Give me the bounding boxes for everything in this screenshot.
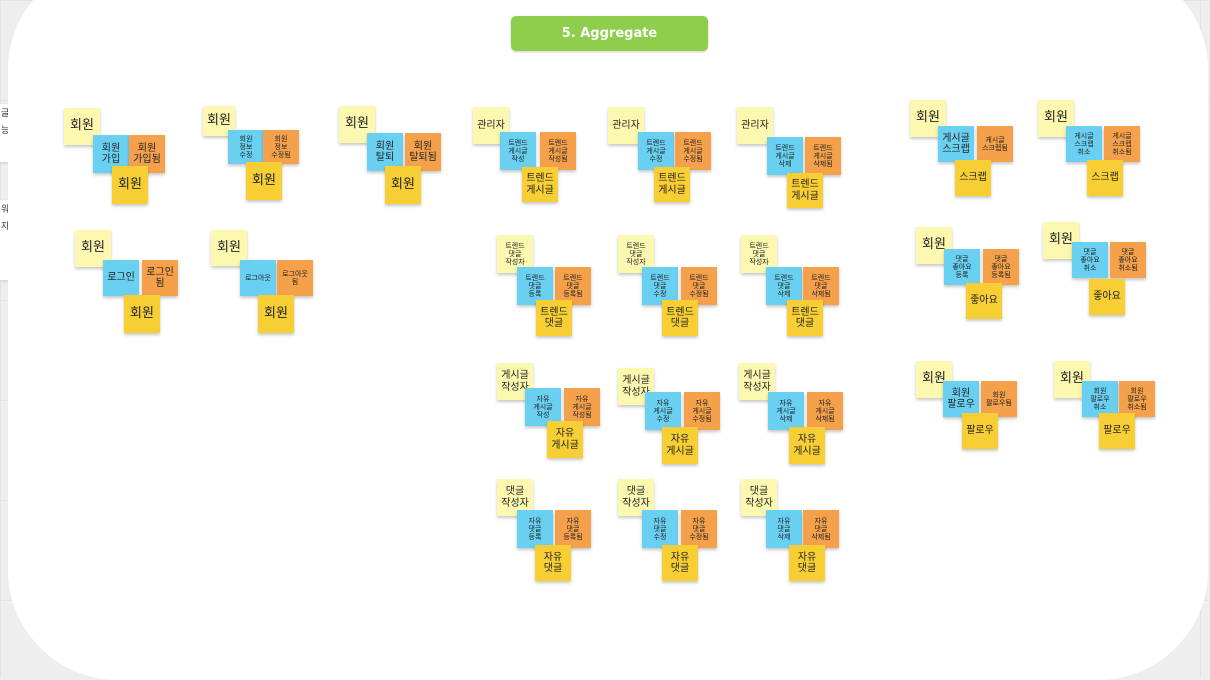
command-sticky[interactable]: 게시글 스크랩 xyxy=(938,126,974,162)
aggregate-sticky[interactable]: 스크랩 xyxy=(955,160,991,196)
event-sticky[interactable]: 회원 팔로우됨 xyxy=(981,381,1017,417)
event-sticky[interactable]: 자유 게시글 작성됨 xyxy=(564,388,600,426)
aggregate-sticky[interactable]: 자유 게시글 xyxy=(789,427,825,464)
actor-sticky[interactable]: 회원 xyxy=(1038,100,1074,137)
actor-sticky[interactable]: 댓글 작성자 xyxy=(741,479,777,516)
aggregate-sticky[interactable]: 팔로우 xyxy=(1099,413,1135,449)
command-sticky[interactable]: 자유 게시글 삭제 xyxy=(768,392,804,430)
command-sticky[interactable]: 트렌드 게시글 작성 xyxy=(500,132,536,170)
event-sticky[interactable]: 트렌드 게시글 삭제됨 xyxy=(805,137,841,175)
event-sticky[interactable]: 댓글 좋아요 등록됨 xyxy=(983,249,1019,285)
event-sticky[interactable]: 자유 댓글 삭제됨 xyxy=(803,510,839,548)
aggregate-sticky[interactable]: 회원 xyxy=(258,295,294,333)
actor-sticky[interactable]: 게시글 작성자 xyxy=(618,368,654,405)
command-sticky[interactable]: 자유 댓글 등록 xyxy=(517,510,553,548)
aggregate-sticky[interactable]: 자유 게시글 xyxy=(662,427,698,464)
event-sticky[interactable]: 게시글 스크랩됨 xyxy=(977,126,1013,162)
edge-note-text: 글 xyxy=(1,109,10,119)
actor-sticky[interactable]: 회원 xyxy=(1054,361,1090,398)
command-sticky[interactable]: 자유 게시글 작성 xyxy=(525,388,561,426)
command-sticky[interactable]: 회원 팔로우 xyxy=(943,381,979,417)
command-sticky[interactable]: 트렌드 댓글 수정 xyxy=(642,267,678,305)
event-sticky[interactable]: 회원 정보 수정됨 xyxy=(263,130,299,164)
event-sticky[interactable]: 로그아웃 됨 xyxy=(277,260,313,296)
aggregate-sticky[interactable]: 좋아요 xyxy=(966,283,1002,319)
command-sticky[interactable]: 트렌드 게시글 삭제 xyxy=(767,137,803,175)
command-sticky[interactable]: 자유 게시글 수정 xyxy=(645,392,681,430)
edge-note-text: 워 xyxy=(1,205,10,215)
aggregate-sticky[interactable]: 트렌드 댓글 xyxy=(536,300,572,336)
command-sticky[interactable]: 자유 댓글 삭제 xyxy=(766,510,802,548)
actor-sticky[interactable]: 트렌드 댓글 작성자 xyxy=(741,235,777,273)
event-sticky[interactable]: 트렌드 게시글 작성됨 xyxy=(540,132,576,170)
actor-sticky[interactable]: 회원 xyxy=(203,106,235,136)
aggregate-sticky[interactable]: 회원 xyxy=(385,166,421,204)
command-sticky[interactable]: 회원 정보 수정 xyxy=(228,130,264,164)
aggregate-sticky[interactable]: 자유 댓글 xyxy=(535,545,571,581)
event-sticky[interactable]: 자유 댓글 수정됨 xyxy=(681,510,717,548)
aggregate-sticky[interactable]: 회원 xyxy=(246,162,282,200)
command-sticky[interactable]: 댓글 좋아요 등록 xyxy=(944,249,980,285)
event-sticky[interactable]: 댓글 좋아요 취소됨 xyxy=(1110,242,1146,278)
event-sticky[interactable]: 자유 댓글 등록됨 xyxy=(555,510,591,548)
event-sticky[interactable]: 로그인 됨 xyxy=(142,260,178,296)
aggregate-sticky[interactable]: 스크랩 xyxy=(1087,160,1123,196)
actor-sticky[interactable]: 회원 xyxy=(1043,222,1079,259)
command-sticky[interactable]: 회원 탈퇴 xyxy=(367,133,403,171)
event-sticky[interactable]: 회원 탈퇴됨 xyxy=(405,133,441,171)
aggregate-sticky[interactable]: 자유 댓글 xyxy=(789,545,825,581)
edge-note-text: 자 xyxy=(1,222,10,233)
command-sticky[interactable]: 댓글 좋아요 취소 xyxy=(1072,242,1108,278)
aggregate-sticky[interactable]: 트렌드 게시글 xyxy=(522,167,558,202)
actor-sticky[interactable]: 댓글 작성자 xyxy=(618,479,654,516)
event-sticky[interactable]: 자유 게시글 삭제됨 xyxy=(807,392,843,430)
actor-sticky[interactable]: 관리자 xyxy=(473,107,509,144)
command-sticky[interactable]: 로그아웃 xyxy=(240,260,276,296)
command-sticky[interactable]: 자유 댓글 수정 xyxy=(642,510,678,548)
aggregate-sticky[interactable]: 트렌드 댓글 xyxy=(662,300,698,336)
aggregate-sticky[interactable]: 트렌드 게시글 xyxy=(787,173,823,208)
event-sticky[interactable]: 트렌드 게시글 수정됨 xyxy=(675,132,711,170)
edge-note-top[interactable]: 글 능 xyxy=(0,104,10,162)
actor-sticky[interactable]: 트렌드 댓글 작성자 xyxy=(497,235,533,273)
aggregate-sticky[interactable]: 좋아요 xyxy=(1089,279,1125,315)
edge-note-text: 능 xyxy=(1,126,10,137)
command-sticky[interactable]: 로그인 xyxy=(103,260,139,296)
event-sticky[interactable]: 게시글 스크랩 취소됨 xyxy=(1104,126,1140,162)
command-sticky[interactable]: 회원 팔로우 취소 xyxy=(1082,381,1118,417)
section-title[interactable]: 5. Aggregate xyxy=(511,16,708,51)
aggregate-sticky[interactable]: 팔로우 xyxy=(962,413,998,449)
command-sticky[interactable]: 게시글 스크랩 취소 xyxy=(1066,126,1102,162)
event-sticky[interactable]: 회원 팔로우 취소됨 xyxy=(1119,381,1155,417)
aggregate-sticky[interactable]: 트렌드 게시글 xyxy=(654,167,690,202)
aggregate-sticky[interactable]: 트렌드 댓글 xyxy=(787,300,823,336)
aggregate-frame[interactable] xyxy=(8,0,1208,680)
aggregate-sticky[interactable]: 회원 xyxy=(124,295,160,333)
aggregate-sticky[interactable]: 회원 xyxy=(112,166,148,204)
actor-sticky[interactable]: 트렌드 댓글 작성자 xyxy=(618,235,654,273)
event-sticky[interactable]: 트렌드 댓글 등록됨 xyxy=(555,267,591,305)
command-sticky[interactable]: 트렌드 게시글 수정 xyxy=(638,132,674,170)
event-sticky[interactable]: 자유 게시글 수정됨 xyxy=(684,392,720,430)
event-sticky[interactable]: 트렌드 댓글 삭제됨 xyxy=(803,267,839,305)
command-sticky[interactable]: 트렌드 댓글 삭제 xyxy=(766,267,802,305)
event-sticky[interactable]: 트렌드 댓글 수정됨 xyxy=(681,267,717,305)
command-sticky[interactable]: 트렌드 댓글 등록 xyxy=(517,267,553,305)
aggregate-sticky[interactable]: 자유 게시글 xyxy=(547,421,583,458)
actor-sticky[interactable]: 댓글 작성자 xyxy=(497,479,533,516)
aggregate-sticky[interactable]: 자유 댓글 xyxy=(662,545,698,581)
